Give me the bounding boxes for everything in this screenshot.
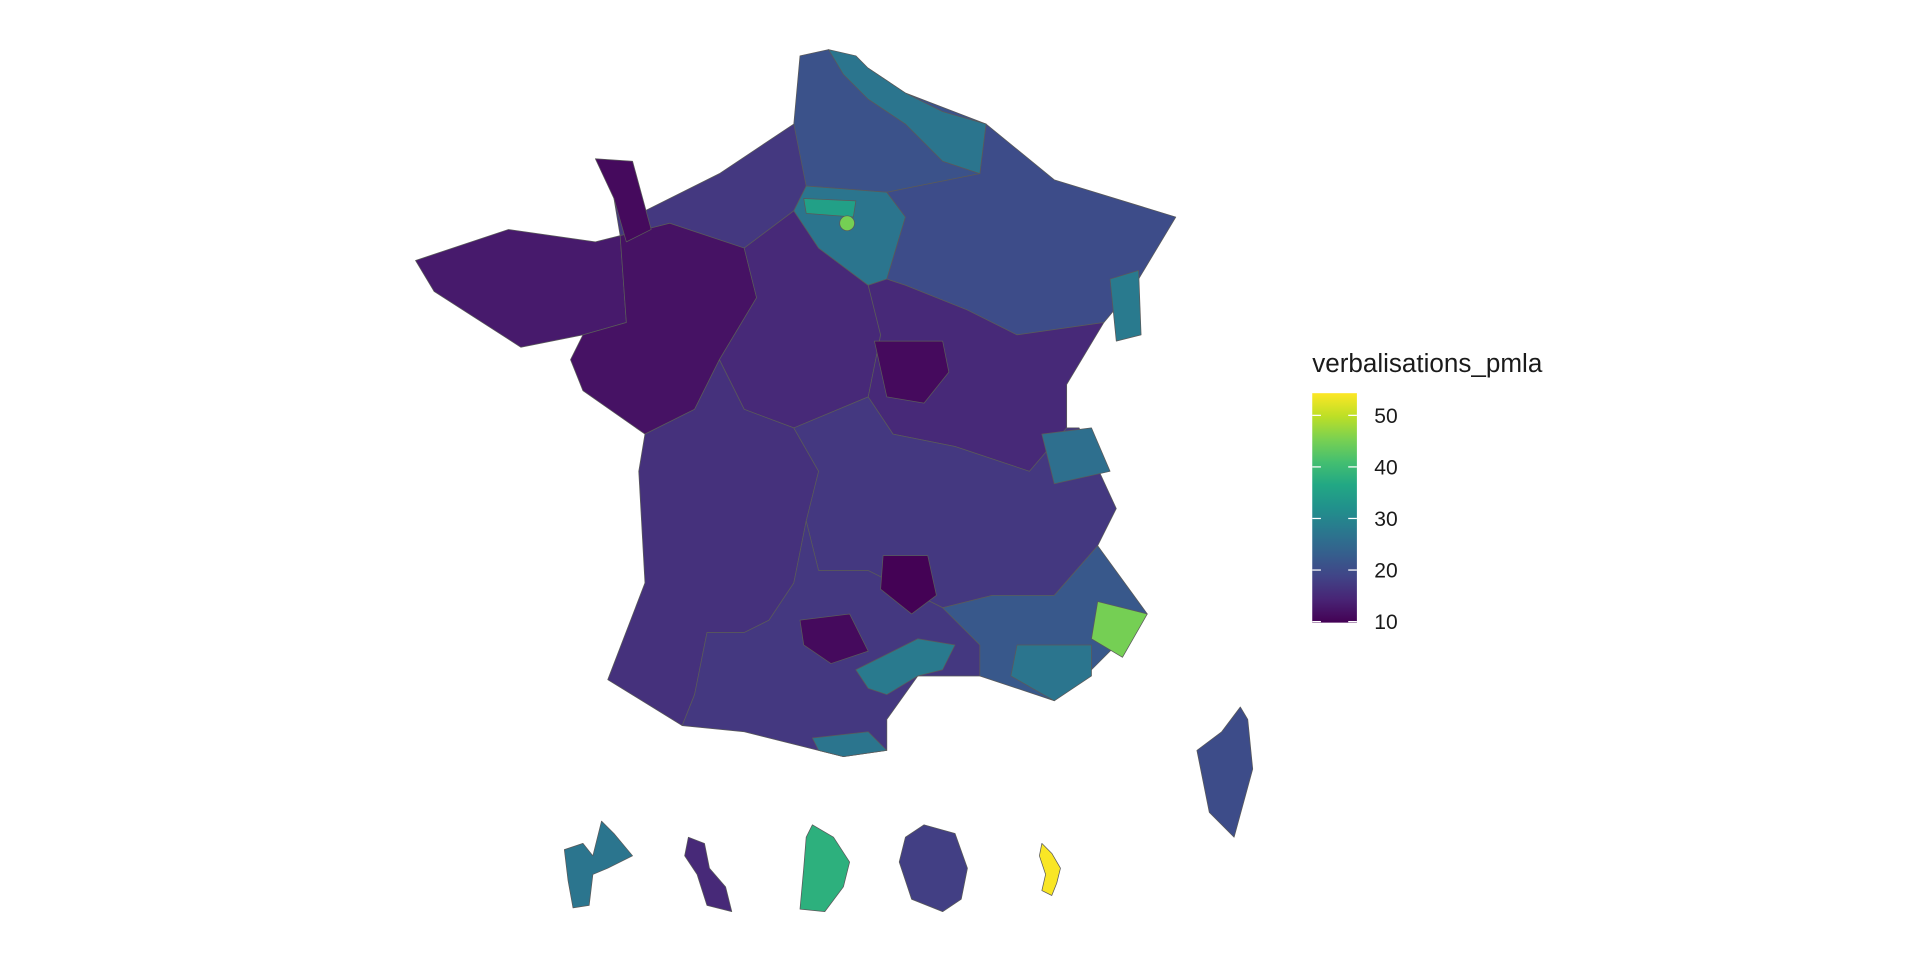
department [855,638,956,695]
department [880,555,937,615]
tick-label: 50 [1374,405,1397,428]
department [828,49,987,175]
legend-title: verbalisations_pmla [1312,348,1543,378]
colorbar [1312,393,1357,623]
department [1091,601,1148,658]
tick-label: 20 [1374,559,1397,582]
mayotte [1039,843,1061,896]
tick-label: 10 [1374,611,1397,634]
guadeloupe [563,820,633,909]
legend: verbalisations_pmla 10 20 30 40 50 [1312,348,1543,634]
guyane [799,824,850,912]
department [803,198,857,218]
mainland [415,49,1177,757]
corsica [1196,706,1254,838]
department [799,613,869,664]
department [594,158,652,243]
department [1010,644,1092,702]
martinique [684,836,733,912]
islands [563,706,1254,912]
tick-label: 40 [1374,456,1397,479]
region [415,229,627,348]
tick-label: 30 [1374,508,1397,531]
department [1109,270,1142,342]
reunion [898,824,968,912]
department [812,731,888,757]
department [839,215,855,232]
department [874,340,950,404]
department [1041,427,1111,485]
